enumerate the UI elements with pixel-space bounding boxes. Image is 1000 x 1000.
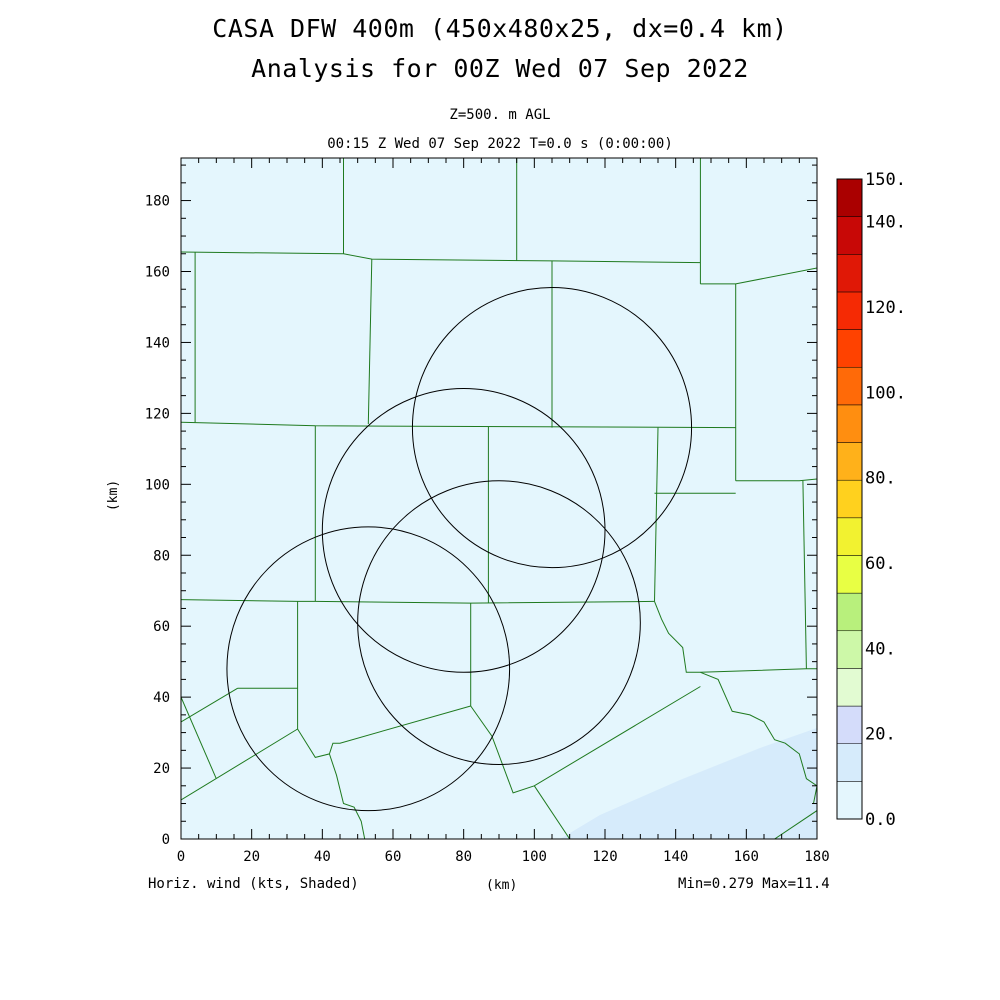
y-tick-label: 80 [153,548,170,564]
colorbar-segment [836,291,863,330]
level-label: Z=500. m AGL [449,107,551,123]
county-line [533,785,571,839]
colorbar-label: 40. [865,639,896,659]
county-line [181,687,238,723]
wind-speed-shading [560,728,817,839]
county-line [802,480,807,669]
colorbar-segment [836,216,863,255]
analysis-time-title: Analysis for 00Z Wed 07 Sep 2022 [251,54,749,83]
radar-range-ring [321,388,606,673]
valid-time-label: 00:15 Z Wed 07 Sep 2022 T=0.0 s (0:00:00… [327,136,673,152]
colorbar-segment [836,781,863,820]
county-line [181,696,217,779]
map-background [181,158,817,839]
colorbar-segment [836,329,863,368]
x-tick-label: 0 [177,849,185,865]
colorbar-segment [836,592,863,632]
y-tick-label: 20 [153,761,170,777]
axis-ticks [180,158,818,840]
county-line [654,601,817,673]
colorbar: 0.0 20. 40. 60. 80. 100. 120. 140. 150. [836,170,906,830]
y-tick-label: 180 [145,194,170,210]
x-tick-label: 120 [592,849,617,865]
colorbar-segment [836,668,863,707]
colorbar-segment [836,517,863,556]
colorbar-segment [836,366,863,406]
colorbar-label: 60. [865,554,896,574]
y-tick-label: 60 [153,619,170,635]
x-tick-label: 60 [385,849,402,865]
colorbar-label: 100. [865,383,906,403]
colorbar-label: 20. [865,725,896,745]
x-tick-label: 140 [663,849,688,865]
x-axis-label: (km) [486,878,518,893]
y-tick-label: 100 [145,477,170,493]
county-line [470,686,701,794]
x-tick-label: 40 [314,849,331,865]
x-tick-label: 160 [734,849,759,865]
radar-range-ring [226,526,511,812]
y-tick-label: 120 [145,406,170,422]
county-line [735,478,817,482]
colorbar-label: 140. [865,213,906,233]
x-tick-label: 80 [455,849,472,865]
colorbar-label: 80. [865,469,896,489]
colorbar-segment [836,743,863,782]
radar-range-ring [411,286,693,569]
colorbar-segment [836,705,863,744]
colorbar-segment [836,254,863,293]
y-tick-label: 160 [145,265,170,281]
plot-title: CASA DFW 400m (450x480x25, dx=0.4 km) [212,14,788,43]
colorbar-segment [836,404,863,443]
county-line [367,259,373,425]
colorbar-frame [836,178,863,820]
colorbar-label: 0.0 [865,810,896,830]
colorbar-segment [836,479,863,519]
x-tick-label: 180 [804,849,829,865]
colorbar-segment [836,178,863,217]
colorbar-label: 150. [865,170,906,190]
x-tick-label: 100 [522,849,547,865]
x-tick-label: 20 [243,849,260,865]
colorbar-segment [836,555,863,594]
county-line [181,599,655,604]
colorbar-label: 120. [865,298,906,318]
county-line [654,427,659,602]
county-boundaries [181,158,817,839]
county-line [328,753,366,839]
y-tick-label: 140 [145,335,170,351]
field-label: Horiz. wind (kts, Shaded) [148,876,359,892]
radar-range-rings [226,286,693,812]
colorbar-segment [836,630,863,669]
colorbar-segment [836,442,863,481]
min-max-label: Min=0.279 Max=11.4 [678,876,830,892]
axis-tick-labels: 0 20 40 60 80 100 120 140 160 180 0 20 40 60 80 100 120 1… [145,194,830,865]
y-tick-label: 40 [153,690,170,706]
county-line [700,671,817,804]
radar-range-ring [357,480,641,766]
y-tick-label: 0 [162,832,170,848]
